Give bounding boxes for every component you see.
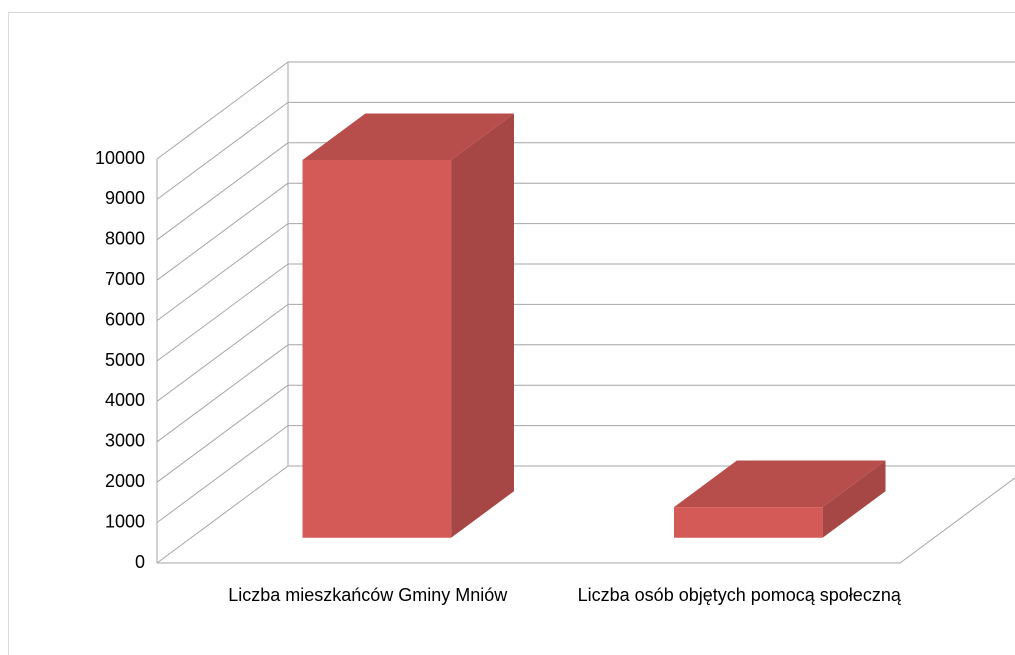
y-tick-label: 3000 xyxy=(105,431,145,451)
bar-front xyxy=(302,160,452,538)
bar xyxy=(674,460,886,538)
x-tick-label: Liczba mieszkańców Gminy Mniów xyxy=(228,585,508,605)
bar-top xyxy=(302,113,514,161)
grid-line-side xyxy=(156,223,289,322)
y-tick-label: 8000 xyxy=(105,229,145,249)
grid-line-side xyxy=(156,465,289,564)
y-tick-label: 5000 xyxy=(105,350,145,370)
grid-line-side xyxy=(156,303,289,402)
x-tick-label: Liczba osób objętych pomocą społeczną xyxy=(577,585,901,605)
grid-line-side xyxy=(156,425,289,524)
bar-top xyxy=(674,460,886,508)
y-tick-label: 2000 xyxy=(105,471,145,491)
grid-line-side xyxy=(156,142,289,241)
grid-line-side xyxy=(156,344,289,443)
y-tick-label: 9000 xyxy=(105,188,145,208)
chart-frame xyxy=(8,12,1015,655)
grid-line-side xyxy=(156,101,289,200)
floor-right xyxy=(899,477,1015,564)
bar-side xyxy=(451,113,514,538)
y-tick-label: 6000 xyxy=(105,309,145,329)
grid-line-side xyxy=(156,263,289,362)
bar-front xyxy=(674,507,823,538)
grid-line-side xyxy=(156,182,289,281)
y-tick-label: 10000 xyxy=(95,148,145,168)
grid-line-side xyxy=(156,61,289,160)
y-tick-label: 0 xyxy=(135,552,145,572)
bar-side xyxy=(822,460,886,538)
bar xyxy=(302,113,514,538)
y-tick-label: 1000 xyxy=(105,511,145,531)
grid-line-side xyxy=(156,384,289,483)
y-tick-label: 4000 xyxy=(105,390,145,410)
y-tick-label: 7000 xyxy=(105,269,145,289)
